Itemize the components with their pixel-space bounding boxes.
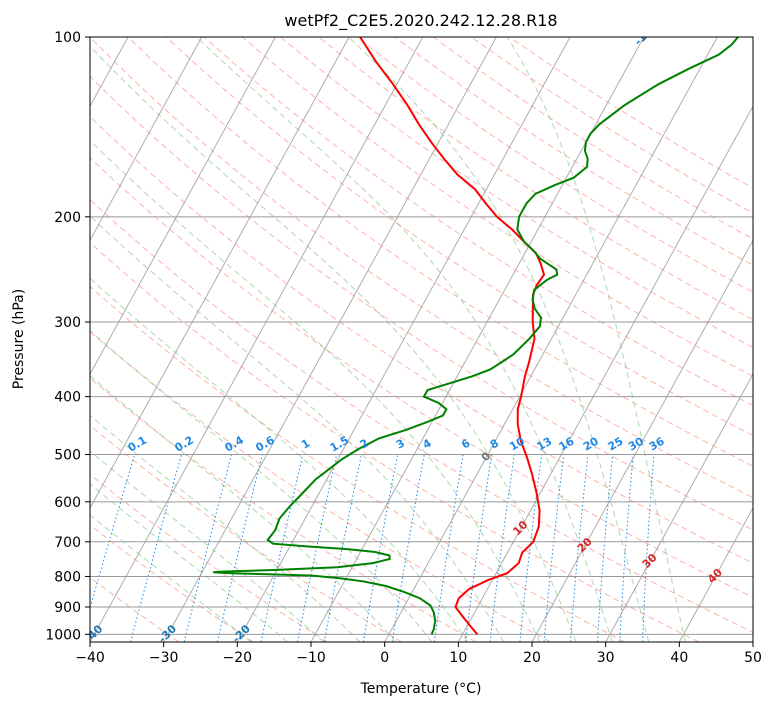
y-tick-label: 900	[54, 600, 81, 616]
dry-adiabat	[90, 241, 700, 642]
x-tick-label: 50	[744, 650, 762, 666]
y-tick-label: 300	[54, 315, 81, 331]
moist-adiabat	[90, 139, 541, 642]
x-axis-title: Temperature (°C)	[360, 681, 482, 697]
dry-adiabat	[90, 75, 753, 531]
mixing-ratio-line	[596, 454, 614, 642]
y-tick-label: 100	[54, 30, 81, 46]
isotherm-line	[236, 37, 571, 642]
mixing-ratio-line	[642, 454, 655, 642]
x-tick-label: 0	[380, 650, 389, 666]
data-lines	[213, 37, 739, 635]
plot-frame	[89, 36, 754, 643]
moist-adiabat	[506, 37, 686, 642]
y-tick-label: 600	[54, 495, 81, 511]
dry-adiabat	[90, 524, 254, 642]
isotherm-line	[457, 105, 753, 642]
x-tick-label: 40	[670, 650, 688, 666]
mixing-ratio-line	[619, 454, 634, 642]
mixing-ratio-line	[323, 454, 362, 642]
y-tick-label: 800	[54, 569, 81, 585]
moist-adiabat	[90, 277, 469, 642]
x-tick-label: −20	[223, 650, 253, 666]
mixing-ratio-line	[260, 454, 304, 642]
isotherm-line	[90, 37, 424, 642]
isotherm-line	[605, 373, 753, 642]
moist-adiabat	[90, 414, 361, 642]
y-axis-title: Pressure (hPa)	[11, 289, 27, 389]
temperature-profile-line	[359, 37, 546, 635]
mixing-ratio-line	[216, 454, 263, 642]
isotherm-line	[384, 37, 718, 642]
dry-adiabat	[90, 37, 753, 499]
mixing-ratio-line	[130, 454, 182, 642]
moist-adiabat	[90, 375, 397, 642]
x-tick-label: −30	[149, 650, 179, 666]
y-tick-label: 200	[54, 210, 81, 226]
moist-adiabat	[347, 37, 650, 642]
mixing-ratio-line	[90, 454, 136, 610]
moist-adiabat	[90, 330, 433, 642]
dry-adiabat	[318, 37, 753, 321]
dry-adiabat	[165, 37, 753, 437]
background-lines	[90, 37, 753, 642]
dry-adiabat	[90, 576, 180, 642]
dry-adiabat	[90, 285, 625, 642]
moist-adiabat	[90, 215, 505, 642]
x-tick-label: −10	[296, 650, 326, 666]
isotherm-line	[90, 37, 203, 242]
isotherm-line	[531, 239, 753, 642]
x-tick-label: 30	[597, 650, 615, 666]
x-tick-label: −40	[75, 650, 105, 666]
isotherm-line	[90, 37, 276, 376]
y-tick-label: 700	[54, 535, 81, 551]
dry-adiabat	[90, 157, 753, 598]
isotherm-line	[163, 37, 497, 642]
dry-adiabat	[90, 473, 328, 642]
dry-adiabat	[90, 115, 753, 564]
dry-adiabat	[203, 37, 753, 407]
axes: −40 −30 −20 −10 0 10 20 30 40 50 1000 900 800 700 600 5…	[45, 30, 762, 666]
dry-adiabat	[356, 37, 753, 293]
isotherm-line	[678, 506, 753, 642]
moist-adiabat	[196, 37, 613, 642]
x-tick-label: 20	[523, 650, 541, 666]
y-tick-label: 1000	[45, 627, 81, 643]
moist-adiabat	[90, 450, 325, 642]
y-tick-label: 400	[54, 390, 81, 406]
dry-adiabat	[90, 198, 753, 633]
isotherm-label: -10	[632, 25, 655, 48]
dry-adiabat	[90, 424, 402, 642]
isotherm-line	[90, 37, 350, 510]
chart-title: wetPf2_C2E5.2020.242.12.28.R18	[284, 11, 557, 31]
dry-adiabat	[90, 377, 477, 642]
y-tick-label: 500	[54, 448, 81, 464]
dry-adiabat	[127, 37, 753, 467]
dewpoint-profile-line	[213, 37, 739, 635]
mixing-ratio-line	[297, 454, 338, 642]
mixing-ratio-line	[569, 454, 589, 642]
dry-adiabat	[90, 331, 551, 642]
moist-adiabat	[90, 45, 577, 642]
x-tick-label: 10	[449, 650, 467, 666]
